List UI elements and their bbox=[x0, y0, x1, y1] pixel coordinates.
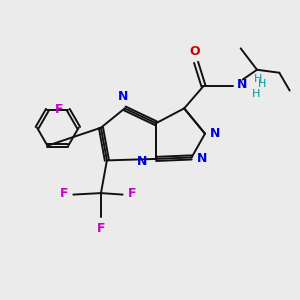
Text: F: F bbox=[97, 222, 105, 235]
Text: O: O bbox=[189, 45, 200, 58]
Text: H: H bbox=[258, 79, 266, 89]
Text: N: N bbox=[210, 127, 221, 140]
Text: F: F bbox=[59, 188, 68, 200]
Text: N: N bbox=[237, 78, 247, 91]
Text: N: N bbox=[137, 155, 148, 168]
Text: F: F bbox=[54, 103, 63, 116]
Text: N: N bbox=[197, 152, 207, 165]
Text: H: H bbox=[252, 89, 260, 99]
Text: N: N bbox=[118, 90, 128, 103]
Text: F: F bbox=[128, 188, 136, 200]
Text: H: H bbox=[254, 74, 262, 84]
